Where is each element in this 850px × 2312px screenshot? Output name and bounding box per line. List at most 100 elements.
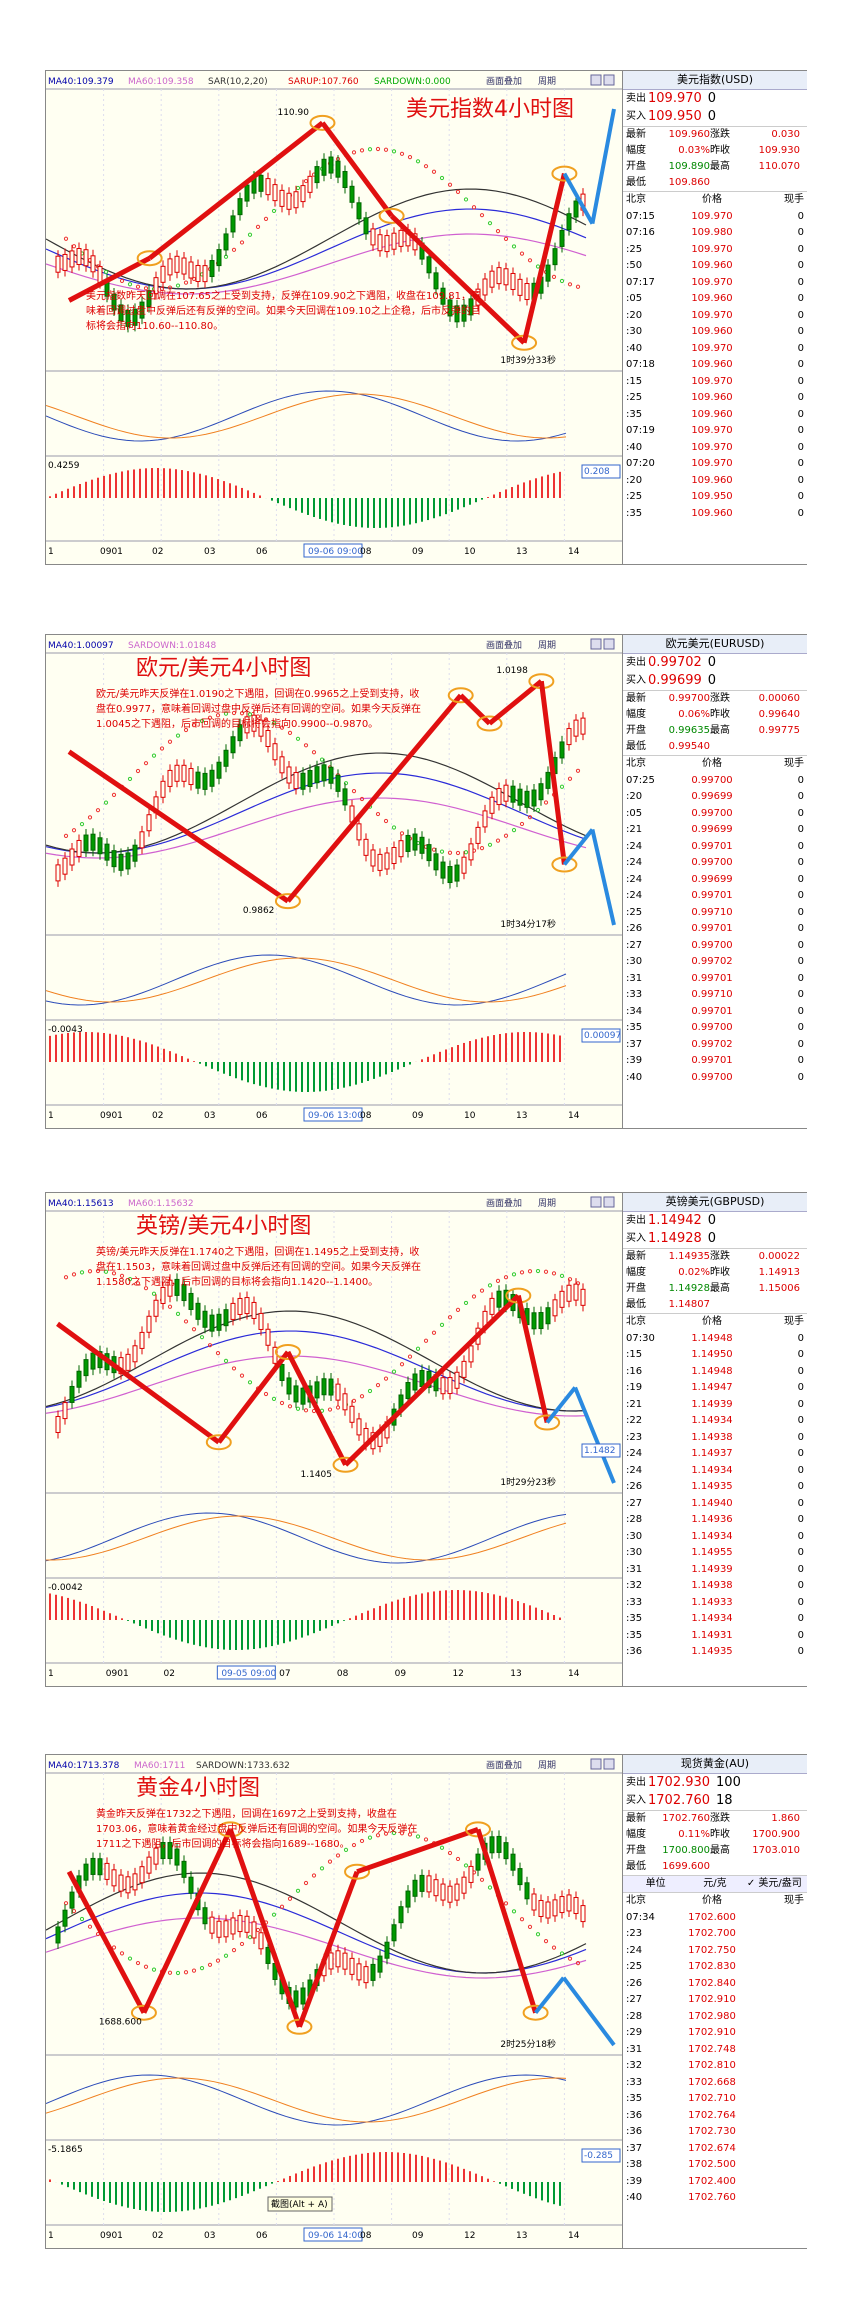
tick-price: 1.14931 [691, 1629, 733, 1641]
sar-dot [303, 743, 309, 748]
chart-title: 美元指数4小时图 [406, 97, 574, 122]
sar-dot [263, 717, 269, 722]
stat-value: 0.00060 [758, 693, 800, 704]
toolbar-button[interactable]: 周期 [538, 1760, 556, 1771]
toolbar-button[interactable]: 画面叠加 [486, 76, 522, 87]
candle-body [174, 1278, 180, 1296]
candle-body [181, 764, 187, 782]
stat-row: 开盘 1700.800 最高 1703.010 [623, 1843, 807, 1859]
toolbar-icon[interactable] [590, 1758, 602, 1770]
stat-value: 0.03% [678, 145, 710, 156]
tick-price: 1702.750 [688, 1944, 736, 1956]
candle-body [258, 1932, 264, 1950]
tick-time: :35 [626, 1613, 643, 1624]
candle-body [104, 843, 110, 861]
candle-body [55, 864, 61, 882]
sar-dot [423, 164, 429, 169]
quote-volume: 0 [707, 109, 717, 124]
indicator-label: MA40:109.379 [48, 77, 114, 87]
tick-volume: 0 [797, 923, 804, 934]
tick-row: :15 1.14950 0 [623, 1347, 807, 1364]
tick-time: :20 [626, 791, 643, 802]
x-axis-label: 0901 [106, 1669, 129, 1679]
tick-volume: 0 [797, 1596, 804, 1608]
unit-option[interactable]: ✓ 美元/盎司 [746, 1878, 802, 1889]
tick-row: :24 1.14934 0 [623, 1463, 807, 1480]
tick-row: :30 1.14955 0 [623, 1545, 807, 1562]
tick-time: :28 [626, 2010, 643, 2022]
tick-row: :40 109.970 0 [623, 341, 807, 358]
candle-body [223, 749, 229, 767]
candle-body [363, 217, 369, 235]
quote-label: 买入 [626, 1795, 646, 1806]
candle-body [83, 1863, 89, 1881]
stat-label: 最低 [626, 177, 646, 188]
candle-body [188, 1876, 194, 1894]
tick-time: :24 [626, 1448, 643, 1459]
tick-row: :36 1702.764 [623, 2108, 807, 2125]
value-box [581, 464, 621, 479]
candle-body [293, 191, 299, 209]
toolbar-icon[interactable] [603, 638, 615, 650]
toolbar-button[interactable]: 画面叠加 [486, 1198, 522, 1209]
trend-arrow [286, 693, 463, 903]
tick-price: 1702.840 [688, 1977, 736, 1989]
candle-body [132, 1345, 138, 1363]
tick-price: 1702.730 [688, 2126, 736, 2137]
quote-buy: 买入 1.14928 0 [623, 1230, 807, 1248]
sar-dot [567, 776, 573, 781]
toolbar-icon[interactable] [603, 1196, 615, 1208]
x-axis-label: 0901 [100, 1111, 123, 1121]
tick-row: :32 1.14938 0 [623, 1578, 807, 1595]
chart-area: 画面叠加 周期 MA40:1713.378 MA60:1711 SARDOWN:1733… [46, 1755, 622, 2248]
toolbar-icon[interactable] [590, 74, 602, 86]
tick-header-cell: 价格 [702, 1895, 722, 1906]
candle-body [391, 1924, 397, 1942]
candle-body [153, 1847, 159, 1865]
tick-volume [760, 2025, 804, 2042]
highlight-circle [136, 250, 163, 267]
tick-volume: 0 [797, 1629, 804, 1641]
unit-option: 单位 [645, 1878, 666, 1889]
candle-body [83, 249, 89, 267]
toolbar-button[interactable]: 周期 [538, 1198, 556, 1209]
candle-body [482, 810, 488, 828]
candle-body [90, 1352, 96, 1370]
quote-name: 现货黄金(AU) [623, 1755, 807, 1774]
toolbar-icon[interactable] [590, 638, 602, 650]
sar-dot [439, 175, 445, 181]
x-axis-label: 07 [279, 1669, 290, 1679]
toolbar-icon[interactable] [590, 1196, 602, 1208]
toolbar-button[interactable]: 画面叠加 [486, 1760, 522, 1771]
sar-dot [479, 1877, 485, 1882]
sar-dot [295, 1888, 301, 1893]
unit-option[interactable]: 元/克 [703, 1878, 727, 1889]
candle-body [573, 1897, 579, 1915]
tick-time: :34 [626, 1005, 643, 1017]
price-label: 0.9862 [243, 906, 274, 916]
candle-body [398, 229, 404, 247]
oscillator-line [46, 2077, 567, 2123]
toolbar-button[interactable]: 画面叠加 [486, 640, 522, 651]
toolbar-button[interactable]: 周期 [538, 640, 556, 651]
x-axis-label: 13 [516, 1111, 527, 1121]
candle-body [188, 261, 194, 279]
candle-body [545, 771, 551, 789]
tick-time: :24 [626, 1464, 643, 1476]
candle-body [419, 836, 425, 854]
sar-dot [519, 821, 525, 827]
sar-dot [135, 768, 141, 774]
toolbar-icon[interactable] [603, 1758, 615, 1770]
tick-time: :35 [626, 507, 643, 519]
candle-body [559, 229, 565, 247]
tick-row: :23 1702.700 [623, 1926, 807, 1943]
tick-price: 109.960 [691, 507, 733, 519]
tick-volume: 0 [797, 375, 804, 387]
sar-dot [551, 274, 557, 279]
toolbar-button[interactable]: 周期 [538, 76, 556, 87]
toolbar-icon[interactable] [603, 74, 615, 86]
x-axis-label: 09 [395, 1669, 407, 1679]
stat-label: 幅度 [626, 1267, 646, 1278]
sar-dot [103, 800, 109, 805]
sar-dot [511, 828, 517, 833]
